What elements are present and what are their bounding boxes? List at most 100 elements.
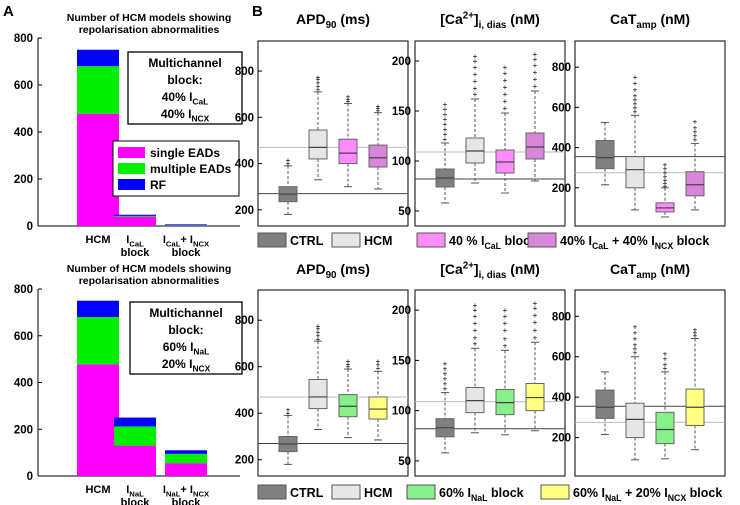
box bbox=[525, 132, 545, 160]
outlier-marker: + bbox=[473, 312, 478, 321]
y-tick-label: 0 bbox=[27, 221, 33, 233]
outlier-marker: + bbox=[633, 103, 638, 112]
outlier-marker: + bbox=[693, 136, 698, 145]
outlier-marker: + bbox=[633, 79, 638, 88]
legend-label: RF bbox=[150, 178, 166, 192]
outlier-marker: + bbox=[316, 328, 321, 337]
annotation-box bbox=[127, 51, 243, 125]
outlier-marker: + bbox=[633, 91, 638, 100]
y-tick-label: 800 bbox=[14, 33, 33, 45]
outlier-marker: + bbox=[443, 105, 448, 114]
outlier-marker: + bbox=[663, 179, 668, 188]
outlier-marker: + bbox=[633, 322, 638, 331]
outlier-marker: + bbox=[663, 360, 668, 369]
outlier-marker: + bbox=[376, 364, 381, 373]
outlier-marker: + bbox=[346, 363, 351, 372]
y-tick-label: 600 bbox=[14, 80, 33, 92]
outlier-marker: + bbox=[503, 104, 508, 113]
y-tick-label: 800 bbox=[235, 66, 254, 78]
outlier-marker: + bbox=[443, 359, 448, 368]
panel-label-a: A bbox=[3, 3, 14, 20]
outlier-marker: + bbox=[533, 311, 538, 320]
box-legend-label: 40 % ICaL block bbox=[449, 234, 537, 251]
x-category-label: block bbox=[121, 247, 151, 259]
outlier-marker: + bbox=[286, 409, 291, 418]
outlier-marker: + bbox=[663, 176, 668, 185]
box-legend-swatch bbox=[331, 484, 361, 500]
outlier-marker: + bbox=[286, 406, 291, 415]
outlier-marker: + bbox=[663, 173, 668, 182]
bar-segment bbox=[77, 317, 119, 365]
y-tick-label: 600 bbox=[235, 362, 254, 374]
box bbox=[625, 156, 645, 189]
outlier-marker: + bbox=[503, 341, 508, 350]
outlier-marker: + bbox=[443, 364, 448, 373]
outlier-marker: + bbox=[533, 55, 538, 64]
plot-frame bbox=[414, 40, 566, 227]
bar-segment bbox=[165, 224, 207, 226]
box bbox=[625, 402, 645, 439]
bar-segment bbox=[114, 417, 156, 427]
y-tick-label: 400 bbox=[235, 408, 254, 420]
outlier-marker: + bbox=[533, 318, 538, 327]
y-tick-label: 50 bbox=[398, 206, 411, 218]
outlier-marker: + bbox=[663, 364, 668, 373]
outlier-marker: + bbox=[633, 335, 638, 344]
box-legend-swatch bbox=[527, 232, 557, 248]
outlier-marker: + bbox=[316, 331, 321, 340]
bar-segment bbox=[165, 453, 207, 464]
annotation-text: 40% INCX bbox=[161, 107, 210, 124]
outlier-marker: + bbox=[503, 306, 508, 315]
box-legend-label: HCM bbox=[364, 234, 392, 248]
y-tick-label: 200 bbox=[392, 305, 411, 317]
outlier-marker: + bbox=[376, 102, 381, 111]
outlier-marker: + bbox=[533, 326, 538, 335]
outlier-marker: + bbox=[473, 57, 478, 66]
box-legend-label: CTRL bbox=[290, 234, 324, 248]
outlier-marker: + bbox=[533, 50, 538, 59]
outlier-marker: + bbox=[346, 360, 351, 369]
legend-swatch bbox=[118, 163, 145, 174]
bar-segment bbox=[114, 426, 156, 446]
y-tick-label: 200 bbox=[14, 424, 33, 436]
annotation-text: 20% INCX bbox=[162, 357, 211, 374]
outlier-marker: + bbox=[633, 341, 638, 350]
outlier-marker: + bbox=[693, 127, 698, 136]
x-category-label: ICaL+ INCX bbox=[163, 234, 210, 248]
outlier-marker: + bbox=[473, 326, 478, 335]
outlier-marker: + bbox=[443, 120, 448, 129]
outlier-marker: + bbox=[316, 79, 321, 88]
outlier-marker: + bbox=[443, 374, 448, 383]
box bbox=[308, 129, 328, 160]
y-tick-label: 800 bbox=[552, 62, 571, 74]
outlier-marker: + bbox=[473, 333, 478, 342]
outlier-marker: + bbox=[633, 349, 638, 358]
box-legend-swatch bbox=[257, 484, 287, 500]
box-legend-swatch bbox=[416, 232, 446, 248]
bar-segment bbox=[114, 445, 156, 476]
bar-segment bbox=[77, 300, 119, 318]
legend-label: multiple EADs bbox=[150, 162, 232, 176]
outlier-marker: + bbox=[473, 84, 478, 93]
outlier-marker: + bbox=[346, 357, 351, 366]
y-tick-label: 200 bbox=[14, 174, 33, 186]
outlier-marker: + bbox=[473, 90, 478, 99]
bar-segment bbox=[165, 463, 207, 476]
outlier-marker: + bbox=[663, 350, 668, 359]
outlier-marker: + bbox=[633, 345, 638, 354]
box-legend-label: HCM bbox=[364, 486, 392, 500]
outlier-marker: + bbox=[633, 95, 638, 104]
outlier-marker: + bbox=[503, 312, 508, 321]
outlier-marker: + bbox=[503, 97, 508, 106]
x-category-label: ICaL bbox=[126, 234, 144, 248]
annotation-text: Multichannel bbox=[148, 56, 221, 70]
box-chart-title: [Ca2+]i, dias (nM) bbox=[440, 10, 540, 31]
outlier-marker: + bbox=[443, 380, 448, 389]
y-tick-label: 600 bbox=[552, 352, 571, 364]
outlier-marker: + bbox=[316, 75, 321, 84]
y-tick-label: 600 bbox=[552, 102, 571, 114]
outlier-marker: + bbox=[473, 339, 478, 348]
outlier-marker: + bbox=[443, 125, 448, 134]
legend-label: single EADs bbox=[150, 146, 220, 160]
